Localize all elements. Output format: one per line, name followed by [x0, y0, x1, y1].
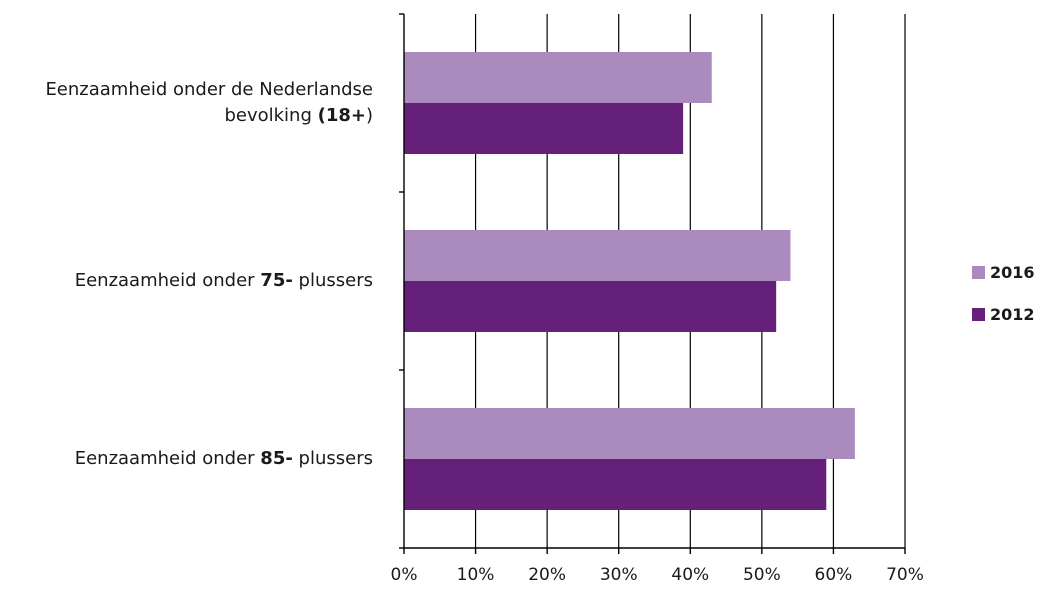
legend-swatch: [972, 265, 985, 279]
category-label-part: 85-: [260, 448, 293, 469]
x-tick-label: 30%: [600, 565, 638, 585]
legend-swatch: [972, 307, 985, 321]
x-tick-label: 70%: [886, 565, 924, 585]
category-label: Eenzaamheid onder 75- plussers: [75, 268, 373, 294]
category-label-part: bevolking: [224, 105, 318, 126]
category-label-part: Eenzaamheid onder: [74, 270, 261, 291]
category-label-part: 75-: [260, 270, 293, 291]
x-tick-label: 40%: [671, 565, 709, 585]
legend: 2016 2012: [972, 262, 1035, 346]
x-tick-label: 0%: [391, 565, 418, 585]
category-label-part: (18+: [317, 105, 366, 126]
category-label: Eenzaamheid onder 85- plussers: [75, 446, 373, 472]
category-label-part: Eenzaamheid onder de Nederlandse: [45, 79, 373, 100]
category-label-part: plussers: [292, 270, 373, 291]
x-tick-label: 50%: [743, 565, 781, 585]
legend-label: 2012: [990, 304, 1035, 324]
category-label-part: Eenzaamheid onder: [74, 448, 261, 469]
category-label: Eenzaamheid onder de Nederlandse bevolkin…: [45, 77, 373, 129]
bar-2012-2: 2012: 52%: [404, 281, 777, 332]
bar-2012-1: 2012: 39%: [404, 103, 684, 154]
legend-label: 2016: [990, 262, 1035, 282]
bar-2016-2: 2016: 54%: [404, 230, 791, 281]
x-tick-label: 10%: [457, 565, 495, 585]
bar-2012-3: 2012: 59%: [404, 459, 827, 510]
x-tick-label: 20%: [528, 565, 566, 585]
category-label-part: ): [365, 105, 373, 126]
x-tick-label: 60%: [815, 565, 853, 585]
bar-2016-3: 2016: 63%: [404, 408, 855, 459]
legend-item-2016: 2016: [972, 262, 1035, 282]
legend-item-2012: 2012: [972, 304, 1035, 324]
category-label-part: plussers: [292, 448, 373, 469]
bar-2016-1: 2016: 43%: [404, 52, 712, 103]
